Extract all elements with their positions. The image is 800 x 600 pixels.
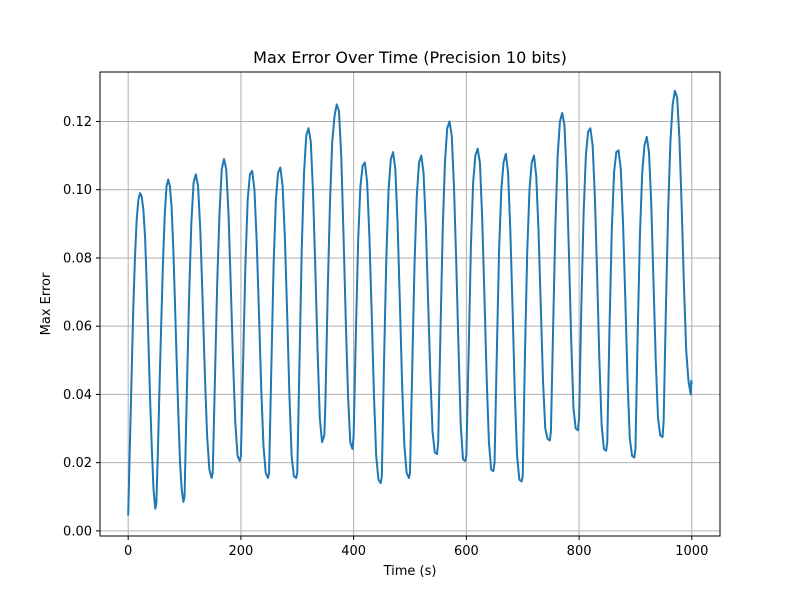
series-layer: [127, 89, 693, 516]
y-tick-label: 0.12: [63, 115, 92, 130]
y-axis-label: Max Error: [39, 272, 54, 335]
y-tick-label: 0.10: [63, 183, 92, 198]
axis-ticks: 0 200 400 600 800 1000 0.00 0.02 0.04 0.06 0.08 0.1…: [63, 115, 708, 559]
y-tick-label: 0.02: [63, 456, 92, 471]
x-tick-label: 1000: [675, 544, 708, 559]
y-tick-label: 0.04: [63, 388, 92, 403]
y-tick-label: 0.06: [63, 320, 92, 335]
y-tick-label: 0.08: [63, 251, 92, 266]
plot-frame: [99, 71, 721, 537]
x-tick-label: 400: [341, 544, 366, 559]
x-tick-label: 800: [567, 544, 592, 559]
grid: [100, 72, 720, 536]
x-axis-label: Time (s): [383, 564, 437, 579]
chart-title: Max Error Over Time (Precision 10 bits): [253, 48, 567, 67]
max-error-series-line: [127, 89, 693, 516]
y-tick-label: 0.00: [63, 524, 92, 539]
x-tick-label: 0: [124, 544, 132, 559]
x-tick-label: 600: [454, 544, 479, 559]
x-tick-label: 200: [228, 544, 253, 559]
